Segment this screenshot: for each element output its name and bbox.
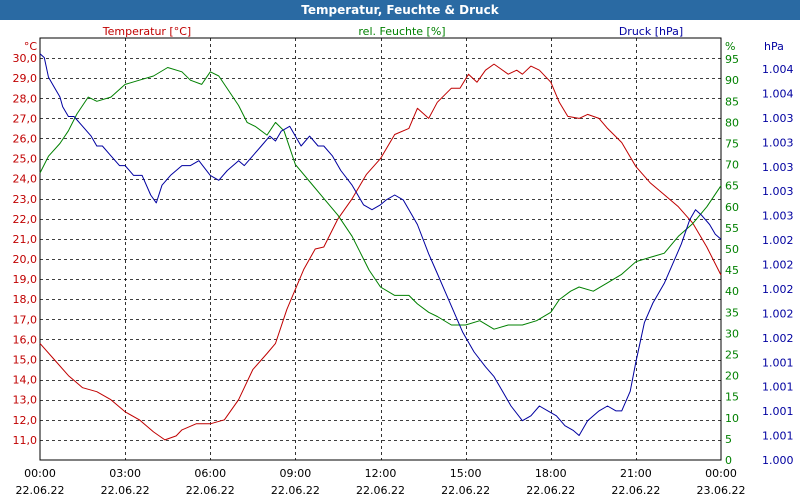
humidity-tick-label: 60 — [725, 201, 739, 214]
x-tick-date: 22.06.22 — [101, 484, 150, 497]
humidity-unit: % — [725, 40, 735, 53]
pressure-tick-label: 1.001 — [762, 356, 794, 369]
x-tick-time: 06:00 — [194, 467, 226, 480]
pressure-tick-label: 1.001 — [762, 430, 794, 443]
temp-unit: °C — [24, 40, 38, 53]
temp-tick-label: 16,0 — [13, 333, 38, 346]
humidity-tick-label: 40 — [725, 285, 739, 298]
temp-tick-label: 23,0 — [13, 193, 38, 206]
humidity-tick-label: 90 — [725, 74, 739, 87]
pressure-tick-label: 1.003 — [762, 210, 794, 223]
temp-tick-label: 29,0 — [13, 72, 38, 85]
temp-tick-label: 15,0 — [13, 354, 38, 367]
plot-area — [39, 37, 722, 461]
pressure-unit: hPa — [764, 40, 784, 53]
humidity-tick-label: 80 — [725, 116, 739, 129]
pressure-tick-label: 1.002 — [762, 283, 794, 296]
x-tick-time: 00:00 — [24, 467, 56, 480]
legend-pressure: Druck [hPa] — [619, 25, 683, 38]
temp-tick-label: 19,0 — [13, 273, 38, 286]
x-tick-date: 22.06.22 — [356, 484, 405, 497]
humidity-tick-label: 35 — [725, 306, 739, 319]
humidity-tick-label: 65 — [725, 180, 739, 193]
x-tick-date: 23.06.22 — [697, 484, 746, 497]
chart-title: Temperatur, Feuchte & Druck — [0, 0, 800, 20]
humidity-series-line — [39, 67, 722, 330]
humidity-tick-label: 10 — [725, 412, 739, 425]
temp-tick-label: 24,0 — [13, 173, 38, 186]
x-tick-date: 22.06.22 — [611, 484, 660, 497]
temp-tick-label: 26,0 — [13, 132, 38, 145]
pressure-tick-label: 1.002 — [762, 259, 794, 272]
x-tick-time: 00:00 — [705, 467, 737, 480]
temp-tick-label: 13,0 — [13, 394, 38, 407]
humidity-tick-label: 15 — [725, 391, 739, 404]
x-tick-date: 22.06.22 — [441, 484, 490, 497]
pressure-tick-label: 1.002 — [762, 307, 794, 320]
temp-tick-label: 17,0 — [13, 313, 38, 326]
x-tick-date: 22.06.22 — [526, 484, 575, 497]
humidity-tick-label: 5 — [725, 433, 732, 446]
temp-tick-label: 27,0 — [13, 112, 38, 125]
pressure-tick-label: 1.004 — [762, 63, 794, 76]
temp-tick-label: 22,0 — [13, 213, 38, 226]
x-tick-time: 12:00 — [365, 467, 397, 480]
temp-tick-label: 21,0 — [13, 233, 38, 246]
temperature-series-line — [39, 63, 722, 441]
x-tick-date: 22.06.22 — [16, 484, 65, 497]
temp-tick-label: 12,0 — [13, 414, 38, 427]
x-tick-date: 22.06.22 — [186, 484, 235, 497]
humidity-tick-label: 70 — [725, 159, 739, 172]
humidity-tick-label: 25 — [725, 349, 739, 362]
legend-humidity: rel. Feuchte [%] — [358, 25, 445, 38]
x-tick-time: 03:00 — [109, 467, 141, 480]
x-tick-date: 22.06.22 — [271, 484, 320, 497]
humidity-tick-label: 30 — [725, 327, 739, 340]
humidity-tick-label: 50 — [725, 243, 739, 256]
humidity-tick-label: 45 — [725, 264, 739, 277]
x-tick-time: 09:00 — [280, 467, 312, 480]
temp-tick-label: 28,0 — [13, 92, 38, 105]
pressure-tick-label: 1.002 — [762, 332, 794, 345]
pressure-tick-label: 1.003 — [762, 112, 794, 125]
pressure-tick-label: 1.003 — [762, 161, 794, 174]
pressure-tick-label: 1.003 — [762, 136, 794, 149]
pressure-tick-label: 1.002 — [762, 234, 794, 247]
humidity-tick-label: 20 — [725, 370, 739, 383]
pressure-series-line — [39, 53, 722, 436]
temp-tick-label: 25,0 — [13, 153, 38, 166]
pressure-tick-label: 1.001 — [762, 381, 794, 394]
legend-temperature: Temperatur [°C] — [102, 25, 191, 38]
pressure-tick-label: 1.003 — [762, 185, 794, 198]
humidity-tick-label: 75 — [725, 138, 739, 151]
pressure-tick-label: 1.000 — [762, 454, 794, 467]
x-tick-time: 18:00 — [535, 467, 567, 480]
temp-tick-label: 14,0 — [13, 374, 38, 387]
humidity-tick-label: 0 — [725, 454, 732, 467]
temp-tick-label: 30,0 — [13, 52, 38, 65]
pressure-tick-label: 1.004 — [762, 87, 794, 100]
temp-tick-label: 18,0 — [13, 293, 38, 306]
humidity-tick-label: 85 — [725, 95, 739, 108]
x-tick-time: 21:00 — [620, 467, 652, 480]
temp-tick-label: 20,0 — [13, 253, 38, 266]
temp-tick-label: 11,0 — [13, 434, 38, 447]
humidity-tick-label: 55 — [725, 222, 739, 235]
pressure-tick-label: 1.001 — [762, 405, 794, 418]
humidity-tick-label: 95 — [725, 53, 739, 66]
x-tick-time: 15:00 — [450, 467, 482, 480]
